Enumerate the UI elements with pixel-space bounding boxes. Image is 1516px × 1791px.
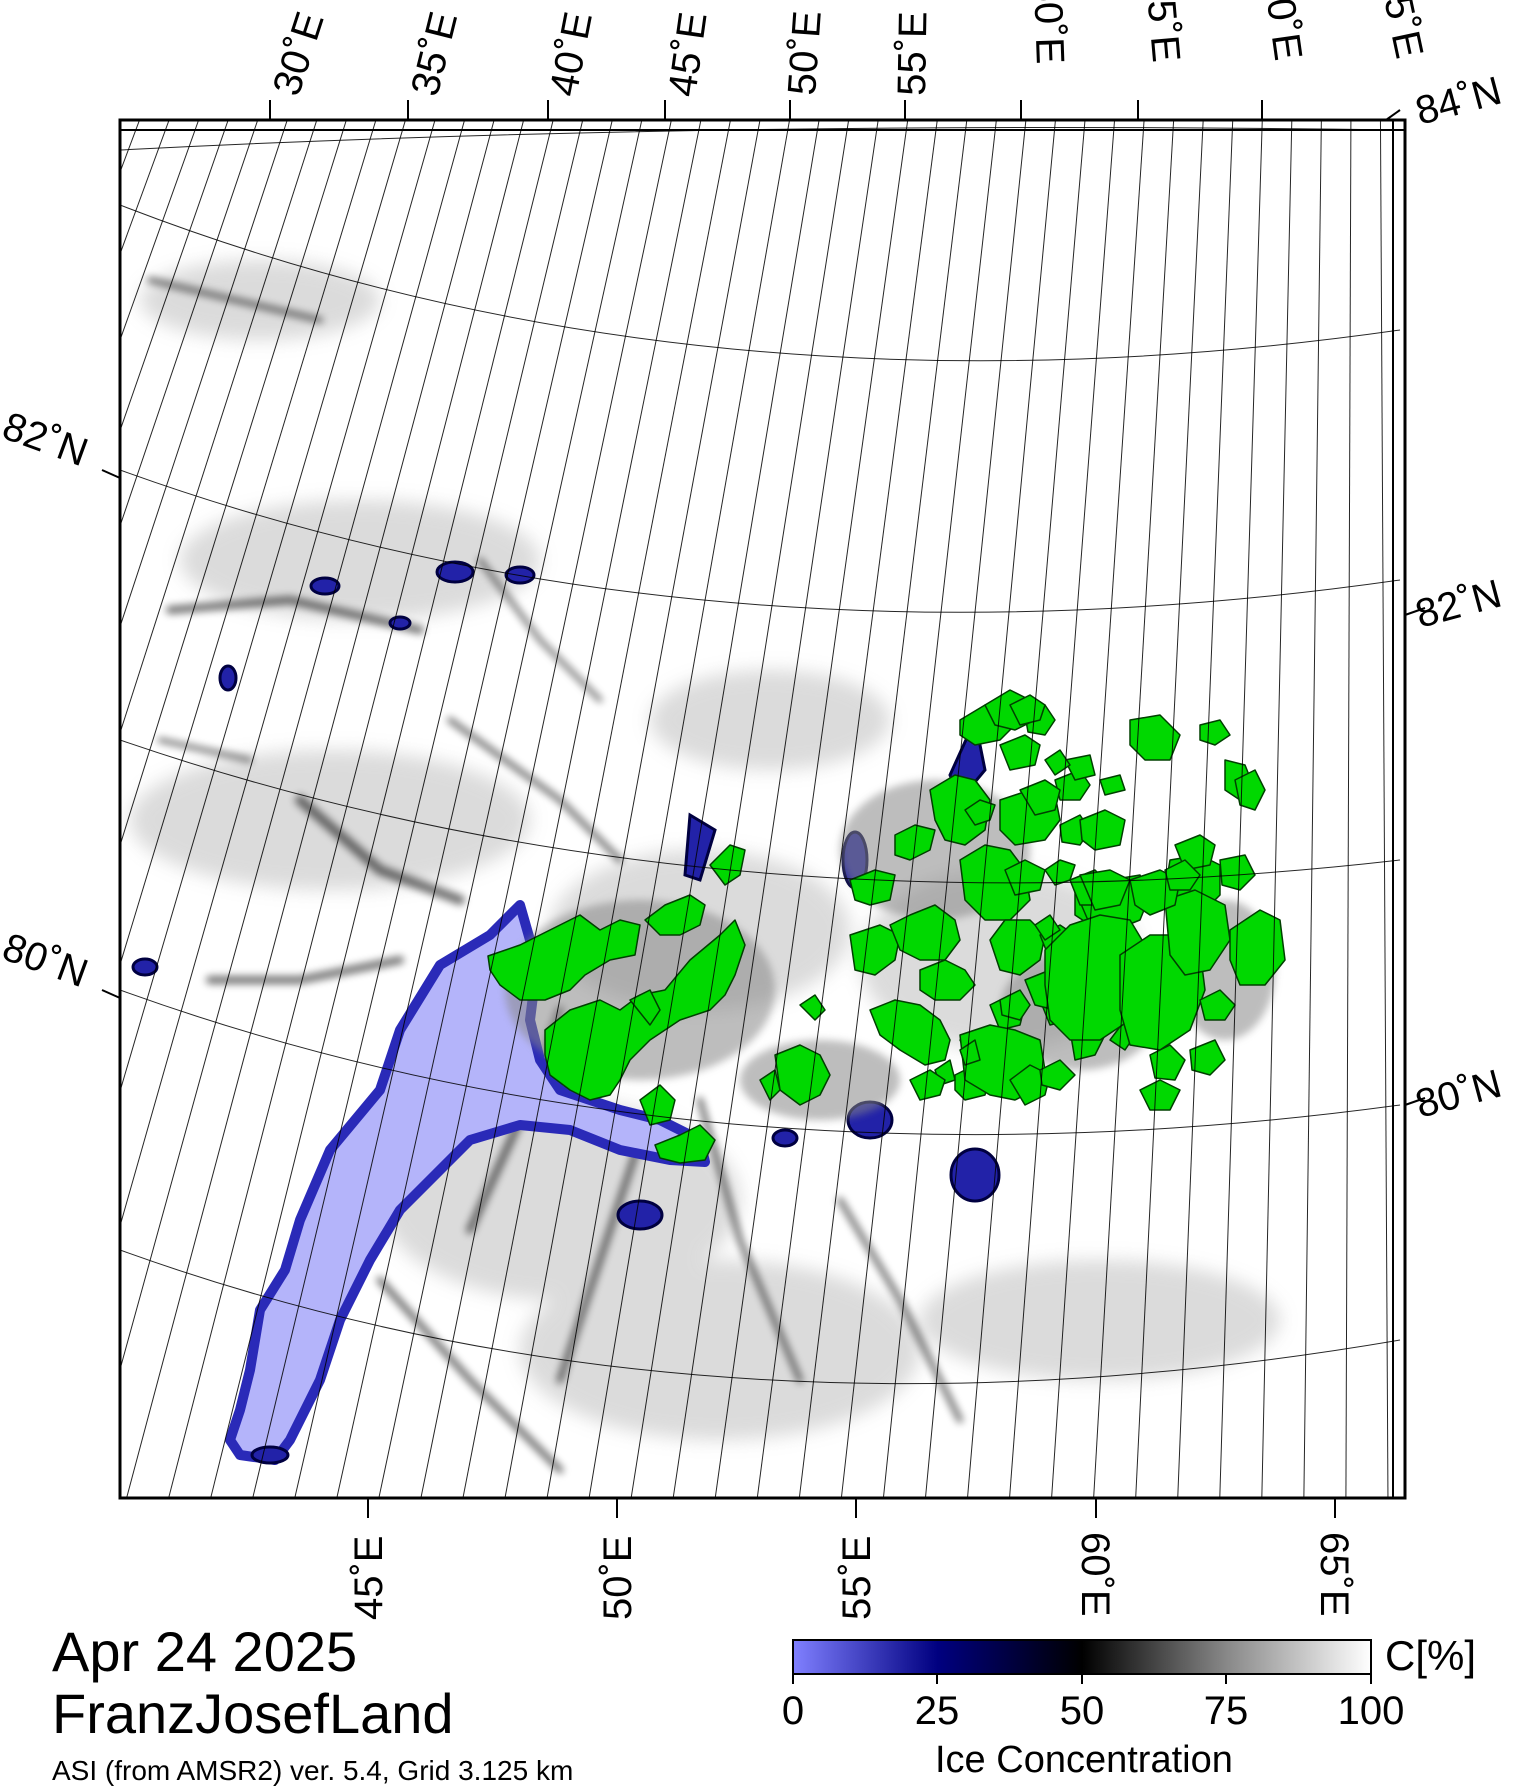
bottom-lon-label-45: 45˚E <box>347 1536 391 1621</box>
land-islands <box>487 689 1286 1164</box>
legend-colorbar <box>792 1639 1372 1675</box>
graticule <box>120 127 1401 1385</box>
legend-tick-25: 25 <box>914 1689 960 1733</box>
tick-marks <box>101 100 1426 1518</box>
left-lat-label-82: 82˚N <box>0 404 93 475</box>
ice-concentration-field <box>120 120 1401 1498</box>
bottom-lon-label-55: 55˚E <box>835 1536 879 1621</box>
top-lon-label-65: 65˚E <box>1137 0 1188 64</box>
left-lat-label-80: 80˚N <box>0 925 93 996</box>
legend-colorbar-ticks <box>792 1674 1372 1684</box>
legend-tick-75: 75 <box>1203 1689 1249 1733</box>
legend-tick-100: 100 <box>1337 1689 1405 1733</box>
top-lon-label-55: 55˚E <box>890 11 935 96</box>
top-lon-label-30: 30˚E <box>265 7 333 101</box>
map-region: FranzJosefLand <box>52 1682 454 1745</box>
map-frame <box>118 118 1407 1500</box>
top-lon-label-35: 35˚E <box>403 8 466 101</box>
top-lon-label-45: 45˚E <box>660 9 715 99</box>
legend-tick-0: 0 <box>781 1689 805 1733</box>
bottom-lon-label-65: 65˚E <box>1312 1532 1356 1617</box>
legend-unit: C[%] <box>1385 1632 1477 1679</box>
bottom-lon-label-50: 50˚E <box>596 1536 640 1621</box>
dark-ice-streaks <box>147 277 963 1474</box>
right-lat-label-80: 80˚N <box>1411 1062 1506 1127</box>
top-lon-label-70: 70˚E <box>1255 0 1310 63</box>
top-lon-label-75: 75˚E <box>1371 0 1432 62</box>
top-lon-label-60: 60˚E <box>1025 0 1072 65</box>
legend-tick-50: 50 <box>1059 1689 1105 1733</box>
bottom-lon-label-60: 60˚E <box>1073 1532 1117 1617</box>
right-lat-label-82: 82˚N <box>1411 572 1506 637</box>
meridians <box>120 120 1389 1498</box>
top-lon-label-40: 40˚E <box>542 8 601 99</box>
data-source-note: ASI (from AMSR2) ver. 5.4, Grid 3.125 km <box>52 1755 574 1786</box>
top-lon-label-50: 50˚E <box>780 9 830 96</box>
right-lat-label-84: 84˚N <box>1411 69 1506 134</box>
map-date: Apr 24 2025 <box>52 1620 358 1683</box>
legend-title: Ice Concentration <box>935 1739 1233 1781</box>
